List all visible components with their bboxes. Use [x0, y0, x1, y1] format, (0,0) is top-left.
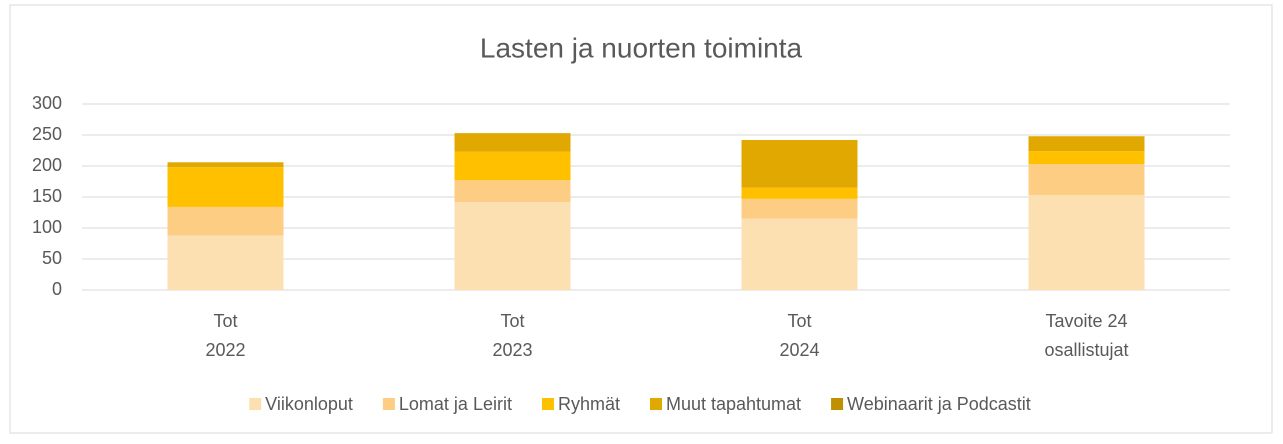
- bar-segment: [1028, 136, 1145, 152]
- x-tick-label: 2023: [492, 340, 532, 360]
- bar-segment: [454, 201, 571, 290]
- bar-segment: [741, 187, 858, 199]
- y-tick-label: 0: [52, 279, 62, 299]
- x-tick-label: Tot: [213, 311, 237, 331]
- bar-segment: [741, 218, 858, 290]
- x-tick-label: Tavoite 24: [1045, 311, 1127, 331]
- legend-label: Lomat ja Leirit: [399, 394, 512, 414]
- bar-segment: [454, 180, 571, 202]
- bar-segment: [167, 162, 284, 168]
- bar-segment: [1028, 164, 1145, 196]
- y-tick-label: 200: [32, 155, 62, 175]
- bar-segment: [167, 206, 284, 236]
- bar-segment: [454, 151, 571, 181]
- legend-swatch: [249, 398, 262, 410]
- legend-swatch: [831, 398, 844, 410]
- y-tick-label: 250: [32, 124, 62, 144]
- y-tick-label: 300: [32, 93, 62, 113]
- x-tick-label: Tot: [500, 311, 524, 331]
- chart-title: Lasten ja nuorten toiminta: [480, 32, 803, 63]
- y-tick-label: 100: [32, 217, 62, 237]
- bar-segment: [741, 198, 858, 219]
- legend-label: Webinaarit ja Podcastit: [847, 394, 1031, 414]
- bar-segment: [741, 139, 858, 188]
- bar-segment: [454, 133, 571, 152]
- legend-swatch: [541, 398, 554, 410]
- x-tick-label: 2024: [779, 340, 819, 360]
- bar-segment: [167, 167, 284, 207]
- legend-label: Ryhmät: [558, 394, 620, 414]
- y-tick-label: 150: [32, 186, 62, 206]
- x-tick-label: 2022: [205, 340, 245, 360]
- bar-segment: [167, 235, 284, 290]
- legend-label: Muut tapahtumat: [666, 394, 801, 414]
- x-tick-label: Tot: [787, 311, 811, 331]
- legend-swatch: [649, 398, 662, 410]
- bar-segment: [1028, 195, 1145, 290]
- legend-label: Viikonloput: [265, 394, 353, 414]
- y-tick-label: 50: [42, 248, 62, 268]
- x-tick-label: osallistujat: [1044, 340, 1128, 360]
- legend-swatch: [382, 398, 395, 410]
- bar-segment: [1028, 151, 1145, 165]
